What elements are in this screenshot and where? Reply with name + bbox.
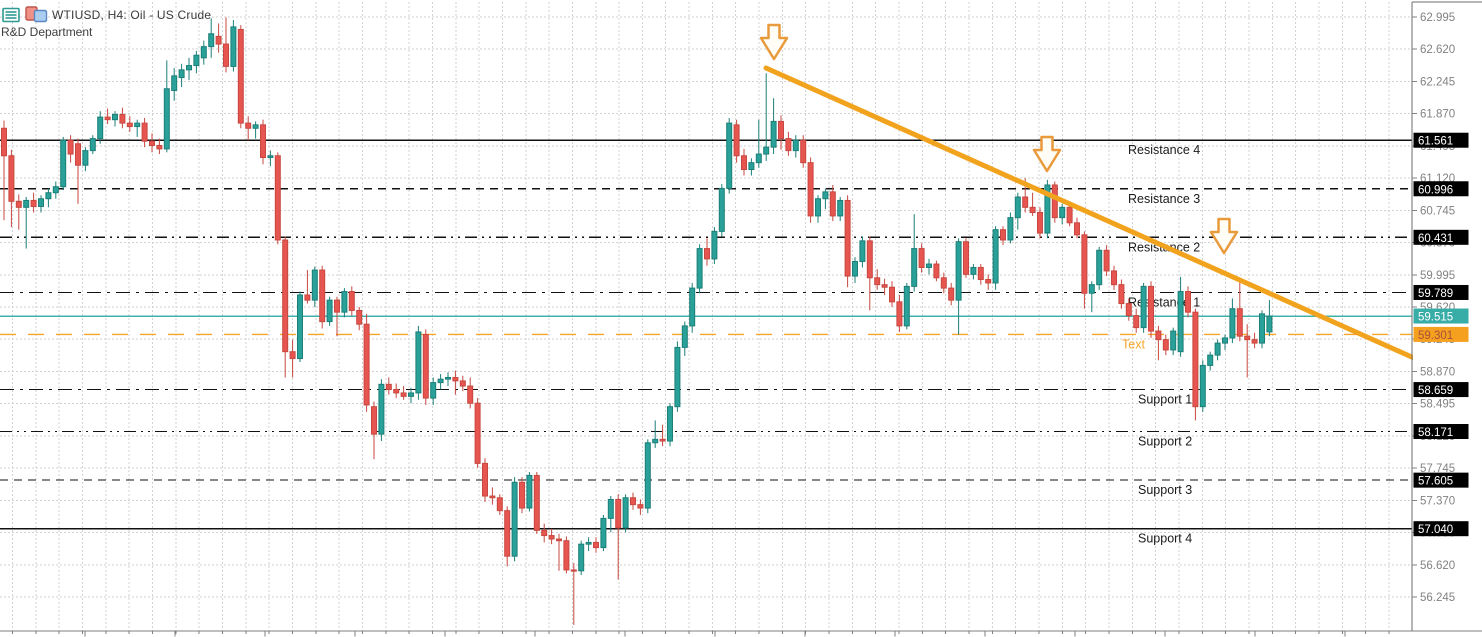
resistance-4-price-tag: 61.561 [1413,132,1469,148]
svg-text:59.789: 59.789 [1418,288,1453,300]
grid [0,2,1412,631]
market-watch-icon [2,7,20,22]
svg-text:59.995: 59.995 [1420,270,1455,282]
support-1-label: Support 1 [1138,393,1192,407]
svg-text:58.659: 58.659 [1418,385,1453,397]
svg-text:59.301: 59.301 [1418,330,1453,342]
down-arrow-3-icon[interactable] [1209,217,1239,255]
price-axis-labels: 62.99562.62062.24561.87061.49561.12060.7… [1412,12,1455,604]
resistance-4-label: Resistance 4 [1128,143,1200,157]
text-line-price-tag: 59.301 [1413,326,1469,342]
text-annotation-label: Text [1122,337,1145,351]
svg-text:58.870: 58.870 [1420,366,1455,378]
svg-text:57.370: 57.370 [1420,495,1455,507]
time-axis[interactable] [0,630,1482,637]
candlestick-series [1,17,1273,625]
svg-text:62.620: 62.620 [1420,44,1455,56]
svg-text:57.040: 57.040 [1418,524,1453,536]
resistance-3-label: Resistance 3 [1128,192,1200,206]
chart-header: WTIUSD, H4: Oil - US Crude [2,6,211,23]
chart-subtitle: R&D Department [1,25,93,39]
support-4-price-tag: 57.040 [1413,521,1469,537]
svg-text:57.605: 57.605 [1418,476,1453,488]
svg-text:56.620: 56.620 [1420,560,1455,572]
support-4-line[interactable]: Support 4 [0,528,1412,546]
svg-text:60.431: 60.431 [1418,233,1453,245]
svg-text:58.495: 58.495 [1420,399,1455,411]
resistance-4-line[interactable]: Resistance 4 [0,139,1412,157]
svg-text:57.745: 57.745 [1420,463,1455,475]
support-3-label: Support 3 [1138,483,1192,497]
svg-text:62.995: 62.995 [1420,12,1455,24]
support-3-price-tag: 57.605 [1413,472,1469,488]
svg-text:56.245: 56.245 [1420,592,1455,604]
text-annotation-line[interactable]: Text [0,333,1412,351]
down-arrow-2-icon[interactable] [1032,135,1062,173]
descending-trendline[interactable] [763,65,1417,361]
svg-text:62.245: 62.245 [1420,76,1455,88]
svg-text:60.996: 60.996 [1418,184,1453,196]
support-2-line[interactable]: Support 2 [0,430,1412,449]
chart-window-icon [25,6,48,23]
resistance-3-line[interactable]: Resistance 3 [0,188,1412,206]
support-1-price-tag: 58.659 [1413,382,1469,398]
support-3-line[interactable]: Support 3 [0,479,1412,497]
support-2-price-tag: 58.171 [1413,424,1469,440]
resistance-3-price-tag: 60.996 [1413,181,1469,197]
support-4-label: Support 4 [1138,532,1192,546]
resistance-2-price-tag: 60.431 [1413,229,1469,245]
current-price-tag: 59.515 [1413,308,1469,324]
svg-text:61.870: 61.870 [1420,109,1455,121]
svg-text:61.561: 61.561 [1418,136,1453,148]
chart-title: WTIUSD, H4: Oil - US Crude [52,7,212,22]
svg-text:58.171: 58.171 [1418,427,1453,439]
svg-text:60.745: 60.745 [1420,205,1455,217]
down-arrow-1-icon[interactable] [759,23,789,61]
support-1-line[interactable]: Support 1 [0,388,1412,407]
resistance-1-price-tag: 59.789 [1413,284,1469,300]
svg-text:59.515: 59.515 [1418,312,1453,324]
support-2-label: Support 2 [1138,435,1192,449]
